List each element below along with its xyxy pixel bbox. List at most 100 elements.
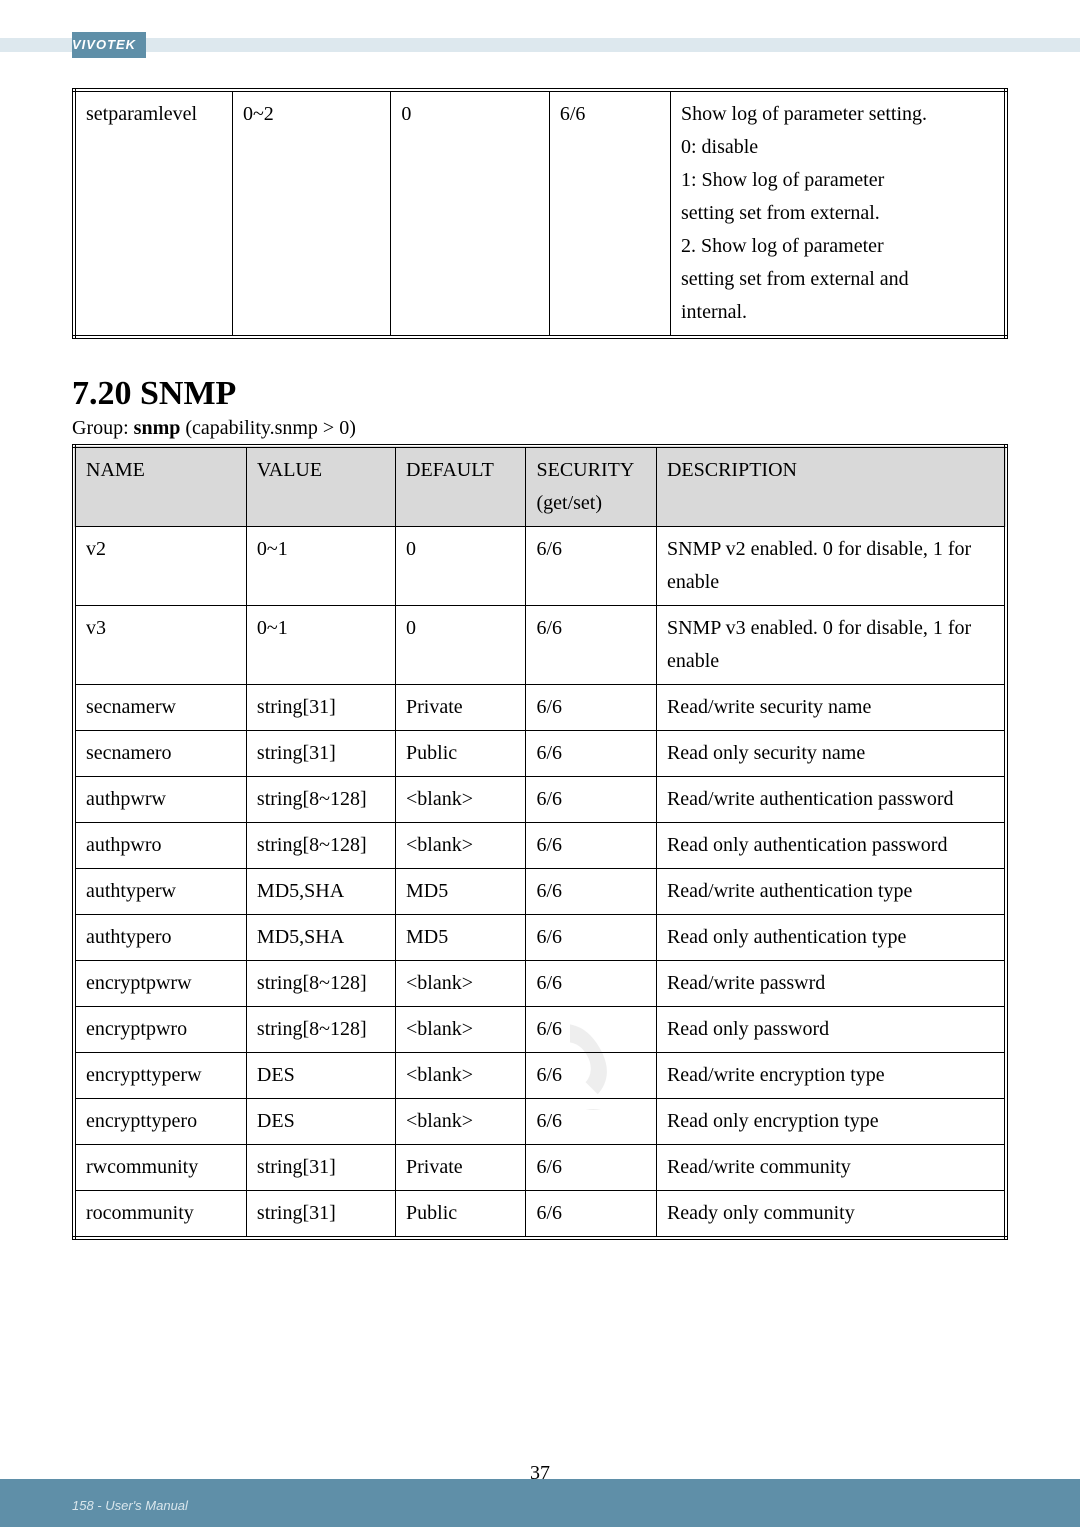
cell-security: 6/6 <box>549 90 670 337</box>
cell-value: string[31] <box>246 1191 395 1239</box>
cell-security: 6/6 <box>526 1053 656 1099</box>
table-row: v30~106/6SNMP v3 enabled. 0 for disable,… <box>74 606 1006 685</box>
cell-security: 6/6 <box>526 606 656 685</box>
table-row: secnamerwstring[31]Private6/6Read/write … <box>74 685 1006 731</box>
content-area: setparamlevel0~206/6Show log of paramete… <box>0 88 1080 1240</box>
table-row: encrypttyperoDES<blank>6/6Read only encr… <box>74 1099 1006 1145</box>
cell-default: Private <box>396 685 526 731</box>
section-title: 7.20 SNMP <box>72 375 1008 413</box>
cell-name: authtyperw <box>74 869 246 915</box>
table-row: encryptpwrwstring[8~128]<blank>6/6Read/w… <box>74 961 1006 1007</box>
cell-value: string[31] <box>246 685 395 731</box>
cell-name: v2 <box>74 527 246 606</box>
cell-security: 6/6 <box>526 1145 656 1191</box>
cell-security: 6/6 <box>526 1099 656 1145</box>
cell-default: <blank> <box>396 1099 526 1145</box>
table-row: encryptpwrostring[8~128]<blank>6/6Read o… <box>74 1007 1006 1053</box>
group-name: snmp <box>134 417 181 439</box>
cell-default: Public <box>396 1191 526 1239</box>
cell-description: Read only authentication password <box>656 823 1006 869</box>
cell-name: secnamerw <box>74 685 246 731</box>
col-default: DEFAULT <box>396 446 526 527</box>
cell-description: SNMP v2 enabled. 0 for disable, 1 for en… <box>656 527 1006 606</box>
cell-default: Private <box>396 1145 526 1191</box>
cell-default: <blank> <box>396 961 526 1007</box>
cell-name: authpwrw <box>74 777 246 823</box>
cell-value: string[8~128] <box>246 1007 395 1053</box>
group-prefix: Group: <box>72 417 134 439</box>
table-row: authtyperwMD5,SHAMD56/6Read/write authen… <box>74 869 1006 915</box>
cell-security: 6/6 <box>526 685 656 731</box>
page-footer: 158 - User's Manual <box>0 1479 1080 1527</box>
table-row: secnamerostring[31]Public6/6Read only se… <box>74 731 1006 777</box>
cell-name: rwcommunity <box>74 1145 246 1191</box>
cell-name: setparamlevel <box>74 90 232 337</box>
cell-value: 0~1 <box>246 527 395 606</box>
group-suffix: (capability.snmp > 0) <box>180 417 356 439</box>
cell-default: Public <box>396 731 526 777</box>
table-row: authpwrostring[8~128]<blank>6/6Read only… <box>74 823 1006 869</box>
table-header-row: NAME VALUE DEFAULT SECURITY(get/set) DES… <box>74 446 1006 527</box>
cell-security: 6/6 <box>526 1007 656 1053</box>
cell-default: MD5 <box>396 869 526 915</box>
cell-value: DES <box>246 1099 395 1145</box>
cell-default: MD5 <box>396 915 526 961</box>
snmp-table: NAME VALUE DEFAULT SECURITY(get/set) DES… <box>72 444 1008 1240</box>
cell-description: Read/write security name <box>656 685 1006 731</box>
cell-security: 6/6 <box>526 961 656 1007</box>
cell-default: 0 <box>396 606 526 685</box>
group-line: Group: snmp (capability.snmp > 0) <box>72 417 1008 440</box>
cell-value: MD5,SHA <box>246 869 395 915</box>
cell-security: 6/6 <box>526 527 656 606</box>
cell-name: encryptpwro <box>74 1007 246 1053</box>
cell-default: <blank> <box>396 1053 526 1099</box>
table-row: authpwrwstring[8~128]<blank>6/6Read/writ… <box>74 777 1006 823</box>
cell-default: <blank> <box>396 777 526 823</box>
cell-name: rocommunity <box>74 1191 246 1239</box>
cell-value: string[8~128] <box>246 961 395 1007</box>
header-band <box>0 38 1080 52</box>
cell-description: Ready only community <box>656 1191 1006 1239</box>
parameter-table-top: setparamlevel0~206/6Show log of paramete… <box>72 88 1008 339</box>
cell-description: Show log of parameter setting. 0: disabl… <box>670 90 1006 337</box>
cell-name: secnamero <box>74 731 246 777</box>
cell-default: <blank> <box>396 1007 526 1053</box>
cell-default: 0 <box>391 90 549 337</box>
cell-description: Read/write authentication type <box>656 869 1006 915</box>
table-row: v20~106/6SNMP v2 enabled. 0 for disable,… <box>74 527 1006 606</box>
cell-value: string[31] <box>246 731 395 777</box>
cell-name: encrypttyperw <box>74 1053 246 1099</box>
cell-name: encryptpwrw <box>74 961 246 1007</box>
table-row: authtyperoMD5,SHAMD56/6Read only authent… <box>74 915 1006 961</box>
cell-security: 6/6 <box>526 777 656 823</box>
cell-description: Read/write passwrd <box>656 961 1006 1007</box>
cell-security: 6/6 <box>526 915 656 961</box>
cell-name: encrypttypero <box>74 1099 246 1145</box>
table-row: rocommunitystring[31]Public6/6Ready only… <box>74 1191 1006 1239</box>
cell-description: Read only security name <box>656 731 1006 777</box>
cell-security: 6/6 <box>526 823 656 869</box>
cell-description: Read only encryption type <box>656 1099 1006 1145</box>
cell-value: string[31] <box>246 1145 395 1191</box>
cell-description: Read/write encryption type <box>656 1053 1006 1099</box>
col-description: DESCRIPTION <box>656 446 1006 527</box>
cell-security: 6/6 <box>526 731 656 777</box>
table-row: rwcommunitystring[31]Private6/6Read/writ… <box>74 1145 1006 1191</box>
cell-name: v3 <box>74 606 246 685</box>
cell-value: 0~2 <box>232 90 390 337</box>
footer-page-label: 158 - User's Manual <box>72 1498 188 1513</box>
col-name: NAME <box>74 446 246 527</box>
cell-security: 6/6 <box>526 1191 656 1239</box>
cell-value: string[8~128] <box>246 777 395 823</box>
page-header: VIVOTEK <box>0 0 1080 88</box>
col-value: VALUE <box>246 446 395 527</box>
cell-default: <blank> <box>396 823 526 869</box>
cell-value: MD5,SHA <box>246 915 395 961</box>
cell-security: 6/6 <box>526 869 656 915</box>
cell-description: Read/write community <box>656 1145 1006 1191</box>
cell-name: authpwro <box>74 823 246 869</box>
cell-description: Read/write authentication password <box>656 777 1006 823</box>
cell-value: string[8~128] <box>246 823 395 869</box>
brand-label: VIVOTEK <box>72 32 146 58</box>
cell-default: 0 <box>396 527 526 606</box>
